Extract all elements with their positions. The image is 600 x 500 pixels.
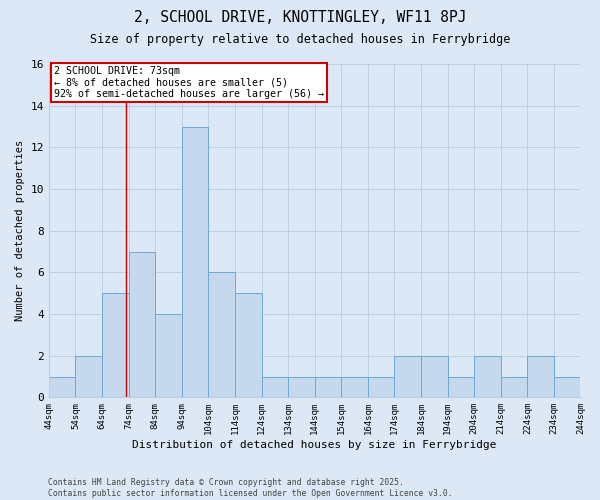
Bar — [421, 356, 448, 398]
Bar — [155, 314, 182, 398]
Bar — [554, 376, 581, 398]
Bar — [49, 376, 76, 398]
Bar — [474, 356, 501, 398]
Bar — [368, 376, 394, 398]
Y-axis label: Number of detached properties: Number of detached properties — [15, 140, 25, 322]
Bar — [527, 356, 554, 398]
Bar — [235, 293, 262, 398]
Bar — [262, 376, 288, 398]
Bar — [128, 252, 155, 398]
Text: 2 SCHOOL DRIVE: 73sqm
← 8% of detached houses are smaller (5)
92% of semi-detach: 2 SCHOOL DRIVE: 73sqm ← 8% of detached h… — [54, 66, 324, 99]
Bar — [208, 272, 235, 398]
Bar — [76, 356, 102, 398]
Bar — [501, 376, 527, 398]
Text: 2, SCHOOL DRIVE, KNOTTINGLEY, WF11 8PJ: 2, SCHOOL DRIVE, KNOTTINGLEY, WF11 8PJ — [134, 10, 466, 25]
Bar — [288, 376, 315, 398]
X-axis label: Distribution of detached houses by size in Ferrybridge: Distribution of detached houses by size … — [133, 440, 497, 450]
Bar — [394, 356, 421, 398]
Bar — [341, 376, 368, 398]
Bar — [448, 376, 474, 398]
Text: Contains HM Land Registry data © Crown copyright and database right 2025.
Contai: Contains HM Land Registry data © Crown c… — [48, 478, 452, 498]
Bar — [315, 376, 341, 398]
Text: Size of property relative to detached houses in Ferrybridge: Size of property relative to detached ho… — [90, 32, 510, 46]
Bar — [102, 293, 128, 398]
Bar — [182, 126, 208, 398]
